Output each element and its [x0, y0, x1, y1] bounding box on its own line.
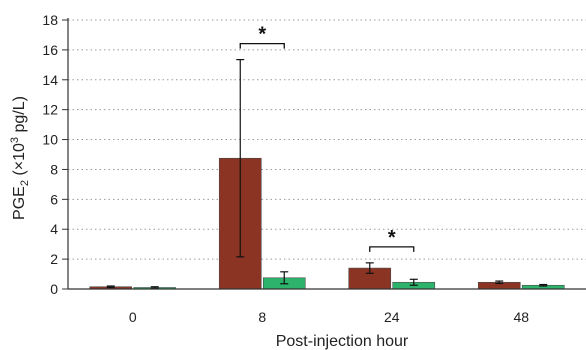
x-tick-label: 48 [513, 309, 529, 325]
y-tick-label: 8 [50, 161, 58, 177]
y-axis-title-main: PGE [11, 186, 28, 220]
x-tick-label: 8 [258, 309, 266, 325]
y-tick-label: 18 [42, 12, 58, 28]
significance-markers: ** [239, 24, 415, 252]
axes [62, 18, 586, 290]
y-tick-label: 6 [50, 191, 58, 207]
error-bars [106, 59, 548, 289]
bars [89, 157, 565, 290]
y-tick-labels: 0 2 4 6 8 10 12 14 16 18 [42, 12, 58, 297]
significance-bracket [239, 42, 285, 49]
x-axis-title: Post-injection hour [276, 333, 409, 350]
y-axis-title-sub: 2 [19, 180, 31, 186]
grid-lines [68, 19, 586, 260]
y-axis-title: PGE2 (×103 pg/L) [9, 96, 31, 220]
y-tick-label: 2 [50, 251, 58, 267]
y-tick-label: 0 [50, 281, 58, 297]
x-tick-label: 0 [129, 309, 137, 325]
y-tick-label: 4 [50, 221, 58, 237]
y-axis-title-sup: 3 [9, 137, 21, 143]
y-tick-label: 12 [42, 102, 58, 118]
y-axis-title-post: pg/L) [11, 96, 28, 137]
y-tick-label: 14 [42, 72, 58, 88]
significance-bracket [369, 246, 415, 252]
y-tick-label: 10 [42, 132, 58, 148]
significance-star: * [258, 24, 266, 46]
y-tick-label: 16 [42, 42, 58, 58]
x-tick-label: 24 [384, 309, 400, 325]
y-axis-title-pre: (×10 [11, 143, 28, 180]
x-tick-labels: 0 8 24 48 [129, 309, 529, 325]
significance-star: * [388, 227, 396, 249]
